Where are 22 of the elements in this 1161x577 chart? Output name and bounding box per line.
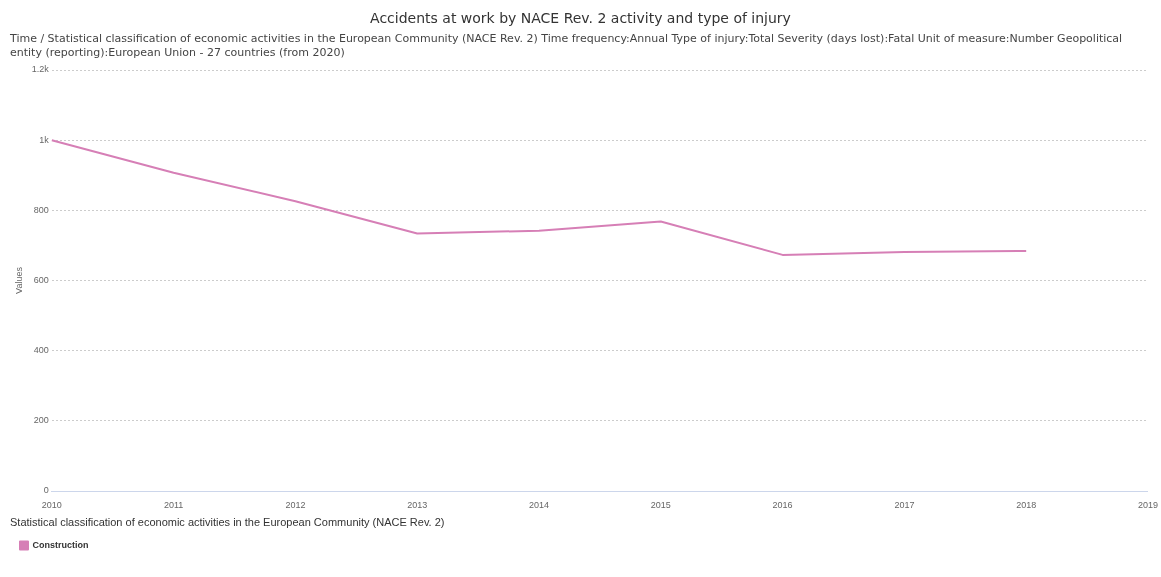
y-tick-label: 200 <box>33 415 49 426</box>
y-tick-label: 1k <box>39 134 50 145</box>
x-tick-label: 2013 <box>407 499 428 510</box>
legend-title: Statistical classification of economic activities in the European Community (NACE Rev. 2) <box>10 516 445 529</box>
x-tick-label: 2017 <box>894 499 915 510</box>
chart-subtitle: Time / Statistical classification of economic activities in the European Community (NACE Rev. 2) Time frequency:Annual Type of injury:Total Severity (days lost):Fatal Unit of measure:Number Geopolitical entity (reporting):European Union - 27 countries (from 2020) <box>10 32 1124 60</box>
y-tick-label: 0 <box>43 485 49 496</box>
y-tick-label: 600 <box>33 274 49 285</box>
y-tick-label: 800 <box>33 204 49 215</box>
chart-title: Accidents at work by NACE Rev. 2 activity and type of injury <box>369 10 792 26</box>
y-tick-label: 400 <box>33 345 49 356</box>
x-tick-label: 2011 <box>163 499 184 510</box>
x-tick-label: 2016 <box>772 499 793 510</box>
y-axis-title: Values <box>13 266 24 294</box>
x-tick-label: 2012 <box>285 499 306 510</box>
x-tick-label: 2010 <box>41 499 62 510</box>
y-tick-label: 1.2k <box>31 64 50 75</box>
x-tick-label: 2015 <box>650 499 671 510</box>
x-tick-label: 2014 <box>528 499 550 510</box>
legend-label: Construction <box>32 539 89 550</box>
x-tick-label: 2018 <box>1016 499 1037 510</box>
x-tick-label: 2019 <box>1137 499 1158 510</box>
